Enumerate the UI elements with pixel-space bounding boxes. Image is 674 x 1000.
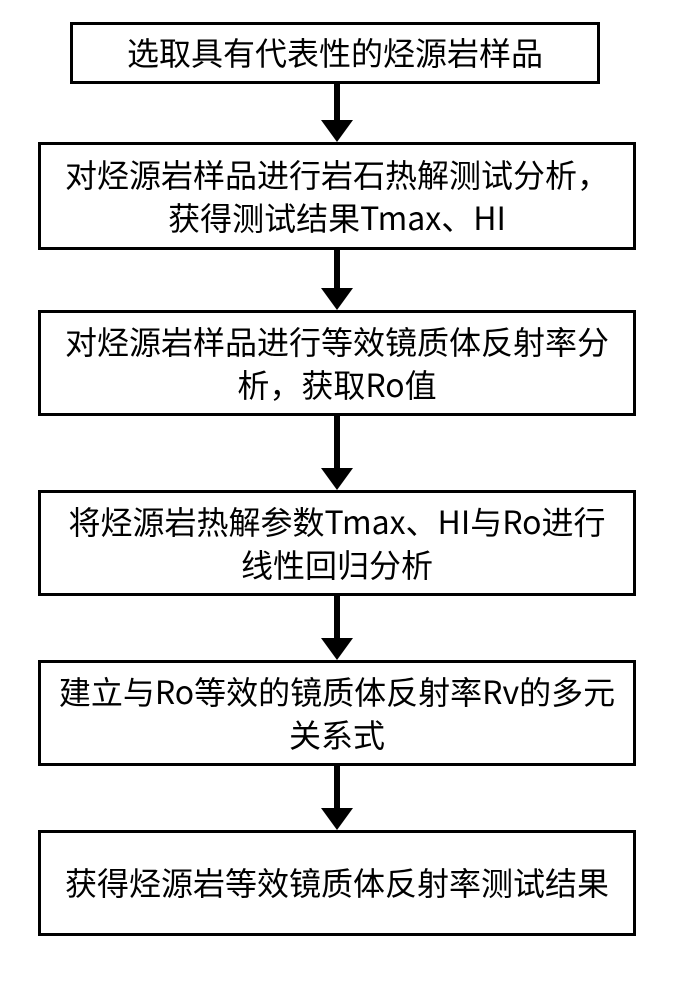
flow-step-3-text: 对烃源岩样品进行等效镜质体反射率分析，获取Ro值 bbox=[55, 320, 619, 406]
flow-step-5: 建立与Ro等效的镜质体反射率Rv的多元关系式 bbox=[38, 660, 636, 766]
flow-step-1: 选取具有代表性的烃源岩样品 bbox=[70, 22, 600, 84]
flow-step-6-text: 获得烃源岩等效镜质体反射率测试结果 bbox=[65, 861, 609, 904]
flow-step-2: 对烃源岩样品进行岩石热解测试分析，获得测试结果Tmax、HI bbox=[38, 142, 636, 250]
flow-step-3: 对烃源岩样品进行等效镜质体反射率分析，获取Ro值 bbox=[38, 310, 636, 416]
flow-step-2-text: 对烃源岩样品进行岩石热解测试分析，获得测试结果Tmax、HI bbox=[55, 153, 619, 239]
flow-step-5-text: 建立与Ro等效的镜质体反射率Rv的多元关系式 bbox=[55, 670, 619, 756]
flow-step-1-text: 选取具有代表性的烃源岩样品 bbox=[127, 31, 543, 74]
flow-step-4-text: 将烃源岩热解参数Tmax、HI与Ro进行线性回归分析 bbox=[55, 500, 619, 586]
flow-step-6: 获得烃源岩等效镜质体反射率测试结果 bbox=[38, 830, 636, 936]
flowchart-canvas: 选取具有代表性的烃源岩样品 对烃源岩样品进行岩石热解测试分析，获得测试结果Tma… bbox=[0, 0, 674, 1000]
flow-step-4: 将烃源岩热解参数Tmax、HI与Ro进行线性回归分析 bbox=[38, 490, 636, 596]
